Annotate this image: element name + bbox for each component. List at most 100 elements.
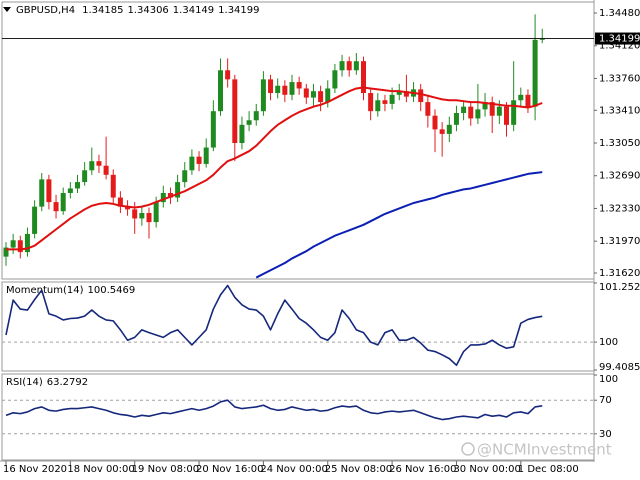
menu-arrow [3,7,11,12]
candle-body [282,85,288,95]
candle-body [53,202,59,212]
candle-body [368,93,374,112]
candle-body [89,161,95,171]
candle-body [418,89,424,103]
candle-body [518,94,524,101]
ohlc-open: 1.34185 [82,5,123,16]
ohlc-high: 1.34306 [127,5,168,16]
y-tick-label: 70 [599,395,612,406]
candle-body [353,61,359,71]
y-tick-label: 1.31970 [599,236,640,247]
candle-body [532,39,538,107]
candle-body [260,79,266,112]
candle-body [10,240,16,248]
candle-body [82,170,88,183]
indicator-name: RSI(14) [6,377,43,388]
candle-body [496,106,502,116]
candle-body [175,182,181,198]
x-tick-label: 16 Nov 2020 [3,464,67,475]
candle-body [203,147,209,164]
y-tick-label: 1.32690 [599,171,640,182]
candle-body [196,156,202,164]
candle-body [153,202,159,223]
y-tick-label: 99.4085 [599,362,640,373]
candle-body [189,156,195,171]
candle-body [246,120,252,125]
candle-body [39,179,45,207]
candle-body [325,88,331,103]
y-tick-label: 100 [599,337,618,348]
candle-body [67,188,73,193]
candle-body [139,213,145,219]
candle-body [182,170,188,183]
candle-body [46,179,52,203]
candle-body [167,193,173,198]
candle-body [339,61,345,71]
last-price-label: 1.34199 [599,34,640,45]
ohlc-low: 1.34149 [173,5,214,16]
indicator-value: 100.5469 [88,285,136,296]
candle-body [432,115,438,130]
candle-body [489,102,495,116]
y-tick-label: 1.33050 [599,138,640,149]
candle-body [461,106,467,113]
candle-body [24,233,30,253]
y-tick-label: 30 [599,429,612,440]
watermark: @NCMInvestment [461,441,612,459]
y-tick-label: 1.32330 [599,203,640,214]
candle-body [32,206,38,234]
x-tick-label: 1 Dec 08:00 [518,464,579,475]
candle-body [3,247,9,257]
candle-body [425,102,431,116]
candle-body [346,61,352,71]
candle-body [396,91,402,95]
candle-body [296,82,302,89]
candle-body [289,82,295,95]
y-tick-label: 1.31620 [599,268,640,279]
x-tick-label: 30 Nov 00:00 [453,464,520,475]
candle-body [146,213,152,223]
candle-body [303,88,309,98]
x-tick-label: 20 Nov 16:00 [196,464,263,475]
candle-body [382,100,388,104]
y-tick-label: 1.33760 [599,73,640,84]
candle-body [232,79,238,143]
x-tick-label: 19 Nov 08:00 [132,464,199,475]
rsi-title: RSI(14) 63.2792 [6,377,88,388]
candle-body [125,206,131,210]
candle-body [389,94,395,104]
candle-body [103,165,109,175]
indicator-line [5,399,543,421]
symbol: GBPUSD,H4 [16,5,75,16]
y-tick-label: 1.33410 [599,105,640,116]
candle-body [504,106,509,125]
candle-body [539,38,545,40]
y-tick-label: 101.2527 [599,282,640,293]
y-tick-label: 1.34480 [599,8,640,19]
candle-body [117,197,123,207]
candle-body [275,85,281,93]
y-tick-label: 100 [599,374,618,385]
candle-body [239,124,245,143]
ohlc-close: 1.34199 [218,5,259,16]
candle-body [318,91,324,103]
y-tick-label: 1.34120 [599,41,640,52]
momentum-title: Momentum(14) 100.5469 [6,285,135,296]
candle-body [110,174,116,198]
candle-body [210,111,216,148]
last-price-box [595,32,640,45]
candle-body [525,94,531,107]
candle-body [361,61,366,93]
candle-body [475,109,481,119]
candle-body [332,70,338,89]
candle-body [511,100,517,125]
candle-body [403,91,409,97]
candle-body [96,161,102,166]
candle-body [253,111,259,121]
watermark-icon [461,442,475,456]
main-title: GBPUSD,H4 1.34185 1.34306 1.34149 1.34199 [16,5,260,16]
candle-body [446,124,452,134]
moving-average [255,171,543,279]
candle-body [482,102,488,110]
x-tick-label: 25 Nov 08:00 [325,464,392,475]
